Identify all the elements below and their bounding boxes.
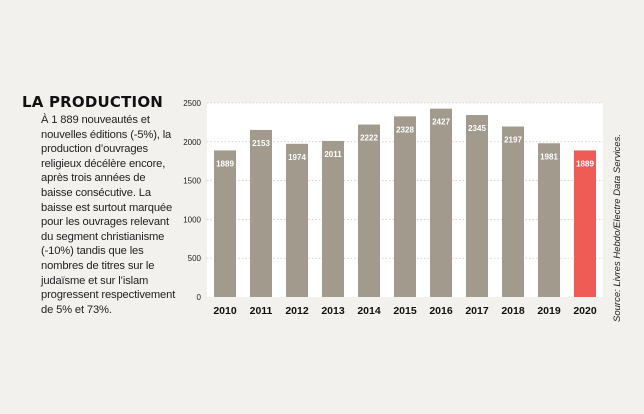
bar: [502, 126, 524, 297]
data-label: 2153: [252, 139, 270, 148]
x-tick-label: 2017: [465, 305, 489, 317]
bar: [574, 150, 596, 297]
data-label: 2011: [324, 150, 342, 159]
data-label: 2427: [432, 118, 450, 127]
y-tick-label: 2000: [183, 138, 201, 147]
bar: [430, 108, 452, 298]
data-label: 2222: [360, 134, 378, 143]
bar: [466, 115, 488, 297]
y-tick-label: 1500: [183, 177, 201, 186]
data-label: 1889: [576, 159, 594, 168]
bar-chart: 0 500 1000 1500 2000 2500 1889 2010 2153 2011 1974…: [180, 96, 605, 326]
x-tick-label: 2016: [429, 305, 453, 317]
x-tick-label: 2018: [501, 305, 525, 317]
y-tick-label: 1000: [183, 215, 201, 224]
data-label: 1974: [288, 153, 306, 162]
x-tick-label: 2020: [573, 305, 597, 317]
bar: [322, 140, 344, 297]
x-tick-label: 2019: [537, 305, 561, 317]
description-text: À 1 889 nouveautés et nouvelles éditions…: [41, 114, 176, 316]
bar: [214, 150, 236, 297]
y-tick-label: 500: [188, 254, 202, 263]
bar: [538, 143, 560, 297]
x-tick-label: 2012: [285, 305, 309, 317]
x-tick-label: 2011: [250, 305, 273, 317]
y-tick-label: 2500: [183, 99, 201, 108]
x-tick-label: 2015: [393, 305, 417, 317]
data-label: 2345: [468, 124, 486, 133]
y-tick-label: 0: [197, 293, 202, 302]
data-label: 2197: [504, 136, 522, 145]
x-tick-label: 2014: [357, 305, 381, 317]
data-label: 2328: [396, 125, 414, 134]
section-heading: LA PRODUCTION: [22, 93, 164, 111]
x-tick-label: 2013: [321, 305, 345, 317]
source-note: Source: Livres Hebdo/Electre Data Servic…: [612, 134, 623, 322]
chart-svg: 0 500 1000 1500 2000 2500 1889 2010 2153 2011 1974…: [183, 99, 603, 317]
bar: [286, 143, 308, 297]
bar: [394, 116, 416, 297]
bar: [250, 129, 272, 297]
bar: [358, 124, 380, 297]
x-tick-label: 2010: [213, 305, 237, 317]
data-label: 1981: [540, 152, 558, 161]
data-label: 1889: [216, 159, 234, 168]
